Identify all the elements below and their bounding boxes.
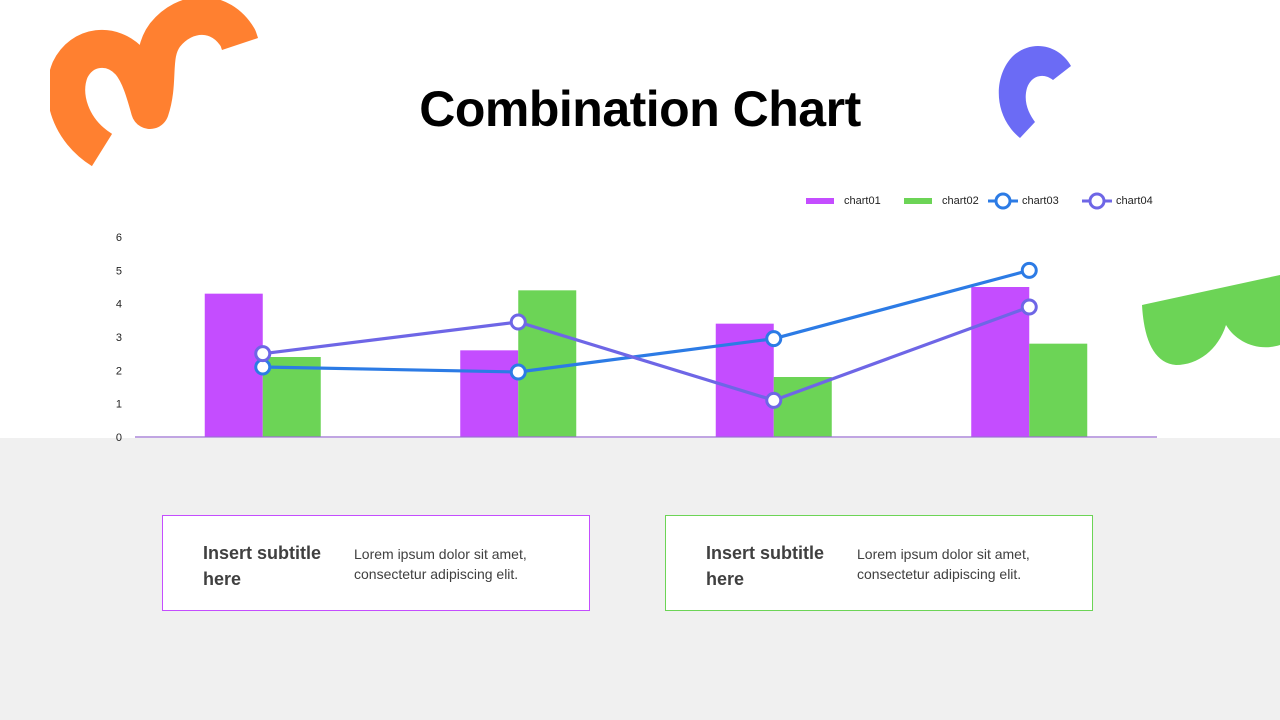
chart04-point (509, 313, 527, 331)
legend-label-chart03: chart03 (1022, 195, 1059, 207)
card-subtitle: Insert subtitle here (203, 543, 322, 589)
y-tick-label: 6 (116, 232, 122, 244)
y-tick-label: 2 (116, 365, 122, 377)
card-body-text: Lorem ipsum dolor sit amet, consectetur … (354, 546, 527, 582)
chart03-point (765, 330, 783, 348)
legend-marker-chart04 (1088, 192, 1106, 210)
chart04-point (765, 391, 783, 409)
chart03-point (1020, 261, 1038, 279)
chart02-bar (1029, 343, 1088, 437)
legend-label-chart01: chart01 (844, 195, 881, 207)
orange-squiggle-decoration (50, 0, 259, 167)
chart02-bar (518, 290, 577, 437)
legend-label-chart02: chart02 (942, 195, 979, 207)
info-card-1: Insert subtitle here Lorem ipsum dolor s… (162, 515, 590, 611)
y-tick-label: 1 (116, 399, 122, 411)
chart01-bar (460, 350, 519, 437)
legend-marker-chart03 (994, 192, 1012, 210)
info-card-2: Insert subtitle here Lorem ipsum dolor s… (665, 515, 1093, 611)
chart03-point (509, 363, 527, 381)
y-tick-label: 3 (116, 332, 122, 344)
legend-label-chart04: chart04 (1116, 195, 1153, 207)
legend-swatch-chart02 (904, 198, 932, 204)
chart01-bar (204, 293, 263, 437)
combination-chart: 0 1 2 3 4 5 6 chart01 chart02 chart03 chart04 (116, 192, 1157, 444)
chart04-point (1020, 298, 1038, 316)
green-wave-decoration (1142, 275, 1280, 365)
card-subtitle: Insert subtitle here (706, 543, 825, 589)
y-tick-label: 0 (116, 432, 122, 444)
y-tick-label: 5 (116, 265, 122, 277)
legend-swatch-chart01 (806, 198, 834, 204)
chart03-line (262, 268, 1030, 374)
chart02-bar (262, 357, 321, 437)
y-tick-label: 4 (116, 299, 122, 311)
chart02-bar (773, 377, 832, 437)
page-title: Combination Chart (419, 81, 861, 137)
chart04-point (254, 345, 272, 363)
card-body-text: Lorem ipsum dolor sit amet, consectetur … (857, 546, 1030, 582)
blue-arc-decoration (998, 45, 1071, 139)
chart04-line (262, 305, 1030, 402)
